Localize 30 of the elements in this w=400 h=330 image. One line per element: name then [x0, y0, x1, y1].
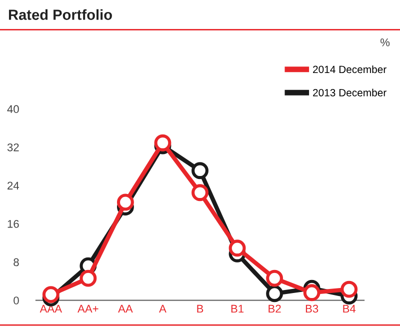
point [154, 134, 172, 152]
point [228, 240, 246, 257]
y-tick-label: 24 [8, 182, 20, 190]
x-tick-label: AA [118, 304, 133, 313]
x-tick-label: B [197, 304, 204, 313]
x-tick-label: AA+ [78, 304, 98, 313]
x-tick-label: B3 [306, 304, 318, 313]
legend-label: 2014 December [313, 65, 386, 74]
x-tick-label: AAA [40, 304, 62, 313]
y-tick-label: 32 [7, 143, 19, 152]
y-tick-label: 0 [14, 296, 19, 304]
point [192, 184, 208, 202]
y-tick-label: 40 [7, 105, 19, 114]
x-tick-label: B2 [268, 304, 281, 313]
chart-title: Rated Portfolio [8, 9, 112, 20]
x-tick-label: B4 [343, 304, 356, 313]
point [80, 270, 97, 287]
point [42, 286, 60, 304]
point [266, 270, 284, 287]
point [192, 162, 208, 180]
x-tick-label: A [159, 304, 166, 313]
y-tick-label: 16 [8, 220, 19, 228]
point [266, 285, 284, 302]
x-tick-label: B1 [231, 304, 244, 313]
point [303, 284, 320, 302]
point [340, 280, 358, 298]
point [116, 194, 134, 211]
legend-label: 2013 December [313, 88, 386, 96]
text: % [380, 38, 390, 46]
y-tick-label: 8 [14, 258, 19, 266]
